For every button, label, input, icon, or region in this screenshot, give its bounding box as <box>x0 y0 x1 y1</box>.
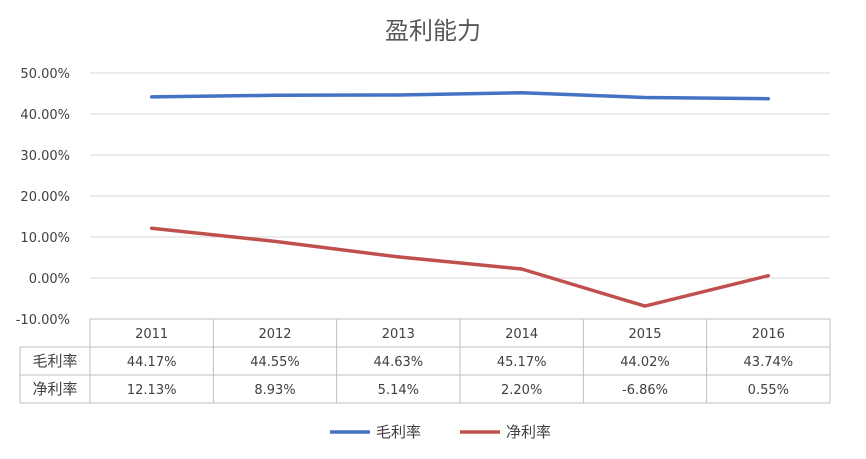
y-tick-label: 30.00% <box>20 149 70 164</box>
y-tick-label: 50.00% <box>20 67 70 82</box>
table-cell-value: 2.20% <box>501 383 542 398</box>
table-row-label: 毛利率 <box>32 352 77 370</box>
table-cell-value: 44.02% <box>620 355 670 370</box>
table-cell-value: 44.55% <box>250 355 300 370</box>
table-cell-value: 44.63% <box>374 355 424 370</box>
table-cell-value: 44.17% <box>127 355 177 370</box>
legend: 毛利率 净利率 <box>330 423 551 441</box>
series-line-2 <box>149 226 771 308</box>
table-row-label: 净利率 <box>32 380 77 398</box>
legend-label: 毛利率 <box>376 423 421 441</box>
legend-label: 净利率 <box>506 423 551 441</box>
y-tick-label: 0.00% <box>29 272 70 287</box>
y-axis-labels: 50.00% 40.00% 30.00% 20.00% 10.00% 0.00% -10.0… <box>16 67 70 328</box>
series-line-1 <box>149 91 771 101</box>
y-tick-label: 40.00% <box>20 108 70 123</box>
table-cell-value: 12.13% <box>127 383 177 398</box>
y-tick-label: 10.00% <box>20 231 70 246</box>
x-category-label: 2014 <box>505 327 538 342</box>
x-category-label: 2013 <box>382 327 415 342</box>
x-category-label: 2015 <box>628 327 661 342</box>
gridlines <box>90 72 830 279</box>
table-cell-value: 5.14% <box>378 383 419 398</box>
x-category-label: 2012 <box>258 327 291 342</box>
chart-title: 盈利能力 <box>385 17 481 45</box>
y-tick-label: -10.00% <box>16 313 70 328</box>
table-cell-value: -6.86% <box>622 383 668 398</box>
table-cell-value: 8.93% <box>254 383 295 398</box>
table-cell-value: 0.55% <box>748 383 789 398</box>
table-cell-value: 43.74% <box>744 355 794 370</box>
table-cell-value: 45.17% <box>497 355 547 370</box>
data-table: 2011 2012 2013 2014 2015 2016 毛利率 44.17% 44.55% 4… <box>19 318 831 404</box>
y-tick-label: 20.00% <box>20 190 70 205</box>
x-category-label: 2016 <box>752 327 785 342</box>
series-lines <box>149 91 771 308</box>
x-category-label: 2011 <box>135 327 168 342</box>
